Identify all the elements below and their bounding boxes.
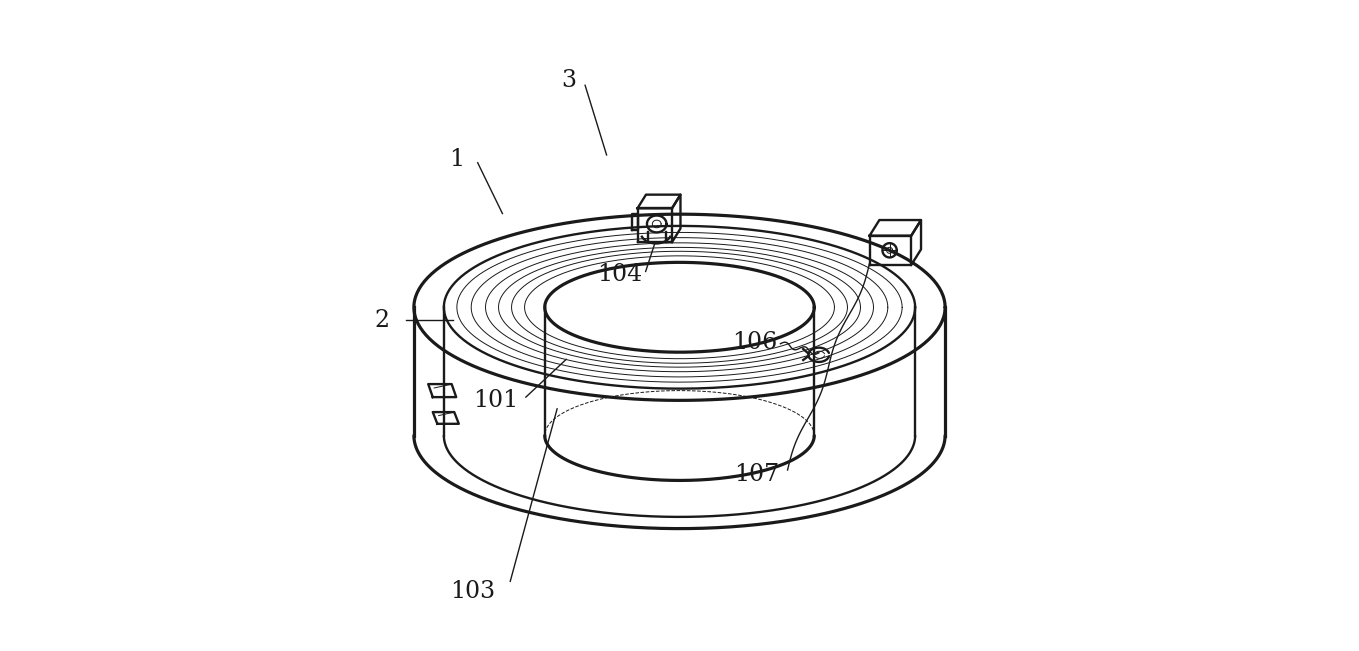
- Text: 101: 101: [473, 389, 519, 412]
- Text: 107: 107: [734, 463, 779, 486]
- Text: 3: 3: [561, 69, 576, 92]
- Text: 104: 104: [597, 263, 643, 286]
- Text: 2: 2: [375, 309, 390, 332]
- Text: 103: 103: [451, 579, 496, 603]
- Text: 1: 1: [450, 148, 465, 171]
- Text: 106: 106: [731, 331, 777, 354]
